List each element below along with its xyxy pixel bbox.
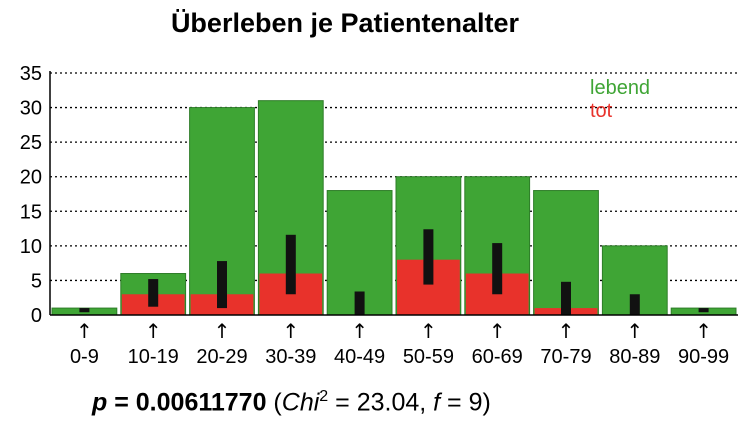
y-tick-label-35: 35	[20, 63, 42, 85]
expected-range-60-69	[492, 243, 503, 295]
statistics-line: p = 0.00611770 (Chi2 = 23.04, f = 9)	[92, 388, 491, 417]
x-tick-label-60-69: 60-69	[472, 346, 523, 368]
x-tick-label-40-49: 40-49	[334, 346, 385, 368]
legend-label-lebend: lebend	[590, 77, 650, 99]
x-tick-label-50-59: 50-59	[403, 346, 454, 368]
x-tick-marker-50-59: ↑	[420, 319, 437, 343]
expected-range-10-19	[148, 279, 159, 307]
chart-title: Überleben je Patientenalter	[170, 8, 520, 38]
x-tick-label-0-9: 0-9	[70, 346, 99, 368]
legend-label-tot: tot	[590, 100, 613, 122]
chi-exponent: 2	[319, 388, 329, 405]
p-value: 0.00611770	[135, 388, 267, 417]
chi-equals: =	[328, 388, 357, 417]
x-tick-label-10-19: 10-19	[128, 346, 179, 368]
x-tick-marker-10-19: ↑	[145, 319, 162, 343]
x-tick-marker-60-69: ↑	[489, 319, 506, 343]
x-tick-label-70-79: 70-79	[540, 346, 591, 368]
chi-value: 23.04	[356, 388, 420, 417]
stat-close-paren: )	[482, 388, 491, 417]
expected-range-70-79	[561, 281, 571, 315]
expected-range-30-39	[285, 234, 296, 295]
expected-range-0-9	[79, 308, 90, 313]
expected-range-20-29	[217, 261, 227, 309]
x-tick-marker-90-99: ↑	[695, 319, 712, 343]
axes: 0 5 10 15 20 25 30 35 ↑ 0-9 ↑ 10-19 ↑ 20-29 ↑ 30-39 ↑ 40-…	[20, 63, 738, 368]
expected-range-50-59	[423, 229, 434, 285]
p-label: p	[92, 388, 108, 417]
f-label: f	[433, 388, 441, 417]
stat-separator: ,	[419, 388, 434, 417]
x-tick-marker-70-79: ↑	[558, 319, 575, 343]
x-tick-label-80-89: 80-89	[609, 346, 660, 368]
y-tick-label-25: 25	[20, 132, 42, 154]
x-tick-label-30-39: 30-39	[265, 346, 316, 368]
expected-range-90-99	[698, 308, 709, 313]
x-tick-marker-20-29: ↑	[214, 319, 231, 343]
y-tick-label-0: 0	[31, 305, 42, 327]
legend: lebend tot	[590, 77, 650, 122]
x-tick-marker-0-9: ↑	[76, 319, 93, 343]
f-value: 9	[468, 388, 483, 417]
expected-range-80-89	[629, 294, 640, 315]
x-tick-marker-40-49: ↑	[351, 319, 368, 343]
p-equals: =	[107, 388, 136, 417]
chi-label: Chi	[281, 388, 320, 417]
x-tick-label-20-29: 20-29	[196, 346, 247, 368]
x-tick-marker-80-89: ↑	[626, 319, 643, 343]
y-tick-label-30: 30	[20, 98, 42, 120]
y-tick-label-20: 20	[20, 167, 42, 189]
y-tick-label-5: 5	[31, 270, 42, 292]
bars	[51, 100, 737, 316]
expected-range-40-49	[354, 291, 365, 315]
stat-open-paren: (	[266, 388, 282, 417]
y-tick-label-10: 10	[20, 236, 42, 258]
y-tick-label-15: 15	[20, 201, 42, 223]
f-equals: =	[440, 388, 469, 417]
x-tick-marker-30-39: ↑	[282, 319, 299, 343]
x-tick-label-90-99: 90-99	[678, 346, 729, 368]
